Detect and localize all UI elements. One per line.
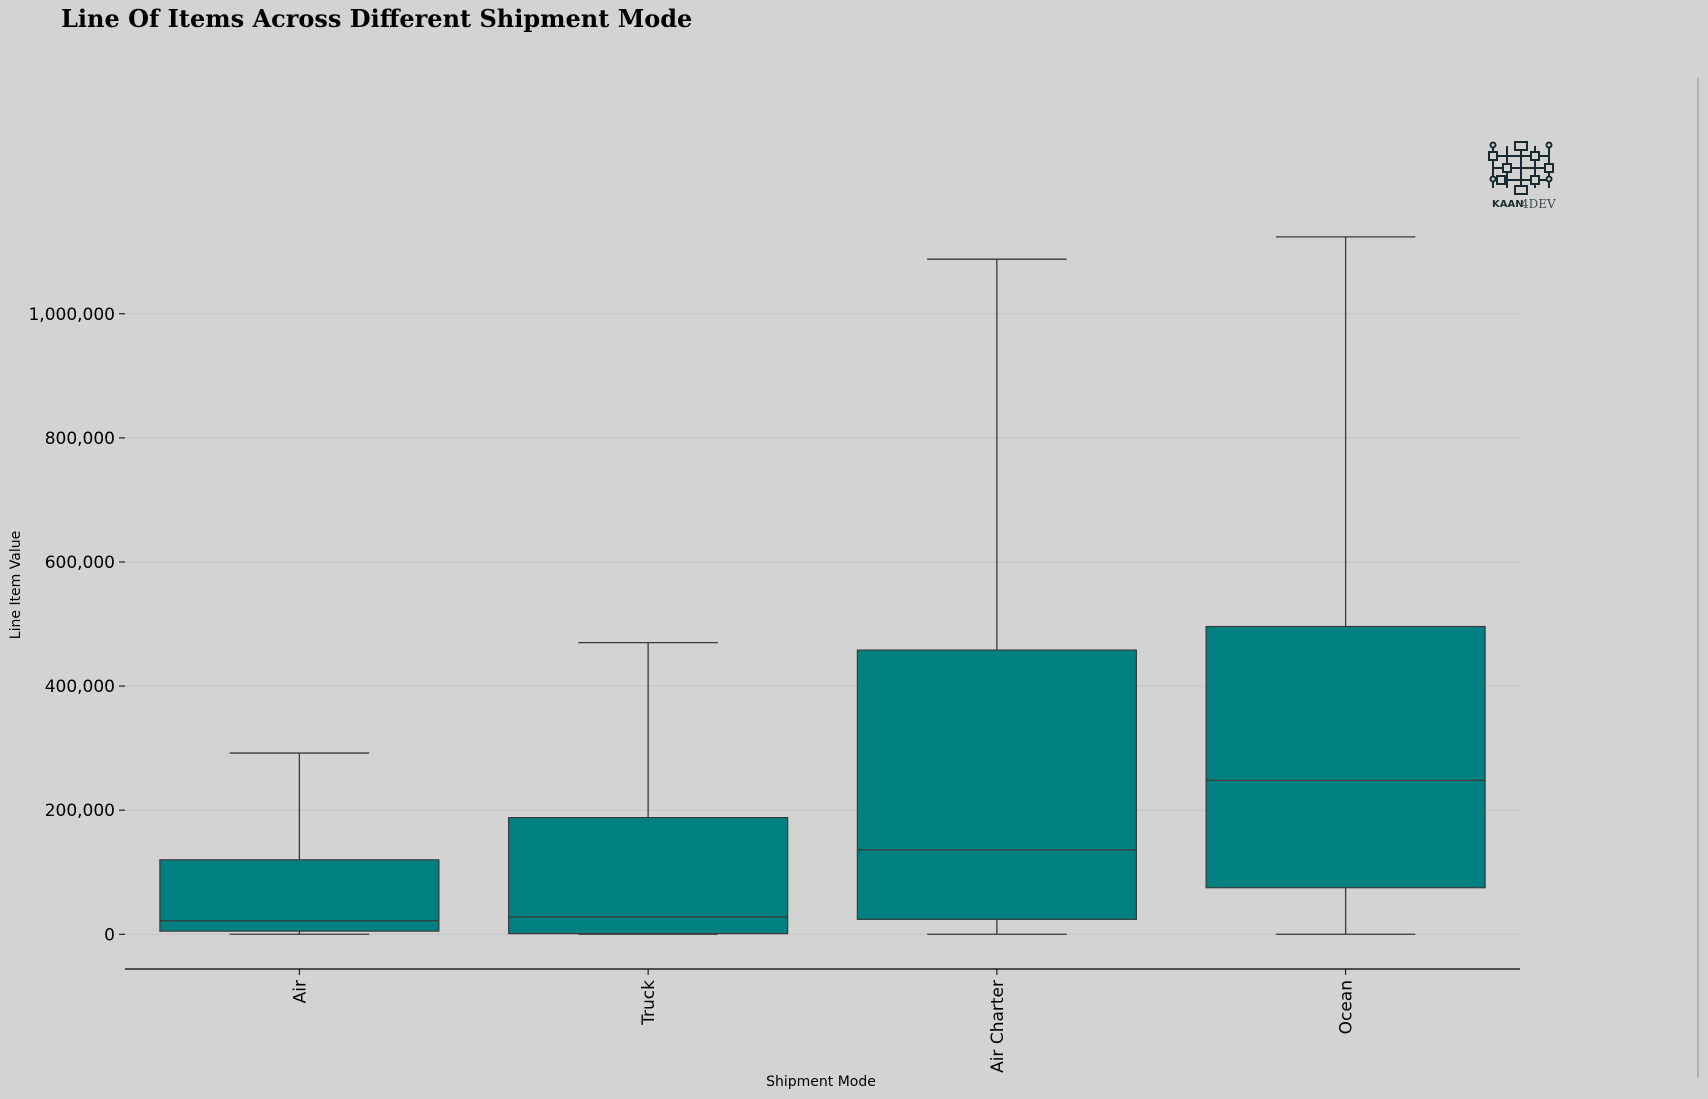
- y-tick-label: 1,000,000: [28, 305, 115, 325]
- x-tick-label: Air: [290, 980, 310, 1003]
- box-iqr: [856, 649, 1137, 920]
- box-iqr: [159, 859, 440, 932]
- x-tick-label: Truck: [639, 980, 659, 1026]
- y-tick-label: 0: [104, 925, 115, 945]
- circuit-icon: [1488, 141, 1554, 195]
- y-tick-label: 400,000: [45, 677, 115, 697]
- box-air-charter: [856, 258, 1137, 935]
- y-axis-ticks: 0 200,000 400,000 600,000 800,000 1,000,000: [28, 305, 125, 945]
- x-axis-ticks: Air Truck Air Charter Ocean: [290, 969, 1357, 1073]
- logo-text-part2: 4DEV: [1521, 197, 1556, 211]
- x-tick-label: Air Charter: [988, 980, 1008, 1073]
- box-series: [159, 236, 1486, 935]
- logo-text-part1: KAAN: [1492, 199, 1524, 210]
- y-axis-label: Line Item Value: [8, 531, 24, 639]
- box-iqr: [1205, 625, 1486, 889]
- chart-title: Line Of Items Across Different Shipment …: [61, 4, 693, 33]
- box-air: [159, 752, 440, 935]
- box-iqr: [508, 817, 789, 935]
- y-tick-label: 200,000: [45, 801, 115, 821]
- x-tick-label: Ocean: [1337, 980, 1357, 1034]
- box-truck: [508, 641, 789, 935]
- y-tick-label: 600,000: [45, 553, 115, 573]
- logo: KAAN 4DEV: [1488, 141, 1556, 211]
- y-tick-label: 800,000: [45, 429, 115, 449]
- box-ocean: [1205, 236, 1486, 935]
- x-axis-label: Shipment Mode: [766, 1074, 876, 1090]
